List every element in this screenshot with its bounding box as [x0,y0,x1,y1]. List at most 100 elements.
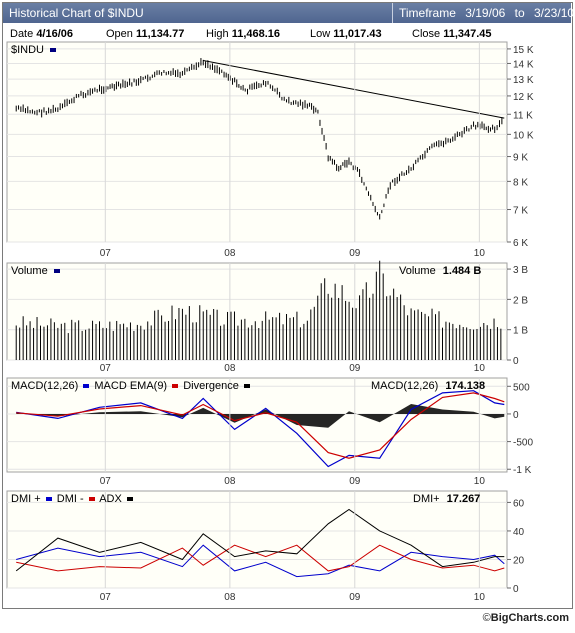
volume-x-axis: 07 08 09 10 [100,263,486,374]
macd-line [16,390,505,468]
dmi-x-axis: 07 08 09 10 [100,491,486,603]
x-tick-label: 09 [349,592,361,603]
y-tick-label: 12 K [513,92,534,103]
volume-y-axis: 0 1 B 2 B 3 B [507,265,528,367]
y-tick-label: 3 B [513,265,528,276]
chart-title: Historical Chart of $INDU [9,6,144,20]
x-tick-label: 07 [100,248,112,259]
x-tick-label: 09 [349,363,361,374]
dmi-y-axis: 0 20 40 60 [507,498,525,595]
macd-legend-label: MACD(12,26) [11,380,79,392]
info-open-label: Open [106,28,133,40]
macd-panel: -1 K -500 0 500 [6,377,533,476]
y-tick-label: 500 [513,382,530,393]
info-close-label: Close [412,28,441,40]
info-date-label: Date [10,28,34,40]
info-date: Date 4/16/06 [10,28,73,40]
y-tick-label: 0 [513,410,519,421]
volume-panel: 0 1 B 2 B 3 B [6,260,528,367]
volume-label: Volume [11,265,48,277]
price-symbol: $INDU [11,44,45,56]
macd-ema-line [16,392,505,459]
info-low: Low 11,017.43 [310,28,382,40]
y-tick-label: 13 K [513,75,534,86]
volume-grid [7,268,507,361]
x-tick-label: 08 [224,248,236,259]
y-tick-label: 10 K [513,130,534,141]
x-tick-label: 08 [224,476,236,487]
x-tick-label: 07 [100,476,112,487]
y-tick-label: 14 K [513,59,534,70]
footer: ©BigCharts.com [483,612,569,624]
timeframe-start: 3/19/06 [465,6,506,20]
dmi-plus-line [16,544,505,578]
copyright-symbol: © [482,612,491,624]
y-tick-label: 0 [513,356,519,367]
x-tick-label: 10 [474,363,486,374]
y-tick-label: 1 B [513,326,528,337]
info-date-value: 4/16/06 [36,28,74,40]
price-legend: $INDU [11,44,57,56]
adx-legend-label: ADX [99,493,122,505]
dmi-minus-legend-swatch [88,497,95,502]
volume-readout: Volume 1.484 B [399,265,481,277]
divergence-legend-label: Divergence [183,380,239,392]
x-tick-label: 08 [224,363,236,374]
price-y-axis: 6 K 7 K 8 K 9 K 10 K 11 K 12 K 13 K 14 K 15 K [507,45,534,249]
y-tick-label: 11 K [513,110,533,121]
info-high: High 11,468.16 [206,28,280,40]
ema-legend-label: MACD EMA(9) [94,380,168,392]
info-close-value: 11,347.45 [443,28,492,40]
price-x-axis: 07 08 09 10 [100,42,485,259]
y-tick-label: -500 [513,438,533,449]
divergence-legend-swatch [243,384,250,389]
macd-readout-label: MACD(12,26) [371,380,439,392]
dmi-plot-area [6,490,508,589]
price-grid [7,48,507,243]
y-tick-label: 40 [513,527,525,538]
dmi-plus-legend-swatch [45,497,52,502]
y-tick-label: 9 K [513,153,528,164]
x-tick-label: 09 [349,248,361,259]
timeframe-end: 3/23/10 [534,6,575,20]
trendline [203,59,505,119]
info-high-label: High [206,28,229,40]
info-close: Close 11,347.45 [412,28,492,40]
x-tick-label: 10 [474,592,486,603]
price-series [15,58,503,220]
volume-legend-swatch [53,269,60,274]
dmi-readout: DMI+ 17.267 [413,493,480,505]
title-bar: Historical Chart of $INDU Timeframe 3/19… [3,3,574,23]
y-tick-label: 6 K [513,238,528,249]
x-tick-label: 10 [474,476,486,487]
volume-plot-area [6,262,508,361]
dmi-panel: 0 20 40 60 [6,490,525,595]
brand-link[interactable]: BigCharts.com [490,612,569,624]
x-tick-label: 09 [349,476,361,487]
price-panel: 6 K 7 K 8 K 9 K 10 K 11 K 12 K 13 K 14 K 15 K [6,41,534,249]
macd-legend: MACD(12,26) MACD EMA(9) Divergence [11,380,250,392]
y-tick-label: 0 [513,584,519,595]
dmi-readout-value: 17.267 [446,493,481,505]
x-tick-label: 07 [100,592,112,603]
y-tick-label: 20 [513,555,525,566]
dmi-minus-legend-label: DMI - [56,493,84,505]
volume-legend: Volume [11,265,60,277]
volume-readout-label: Volume [399,265,436,277]
adx-legend-swatch [126,497,133,502]
dmi-legend: DMI + DMI - ADX [11,493,133,505]
macd-legend-swatch [83,384,90,389]
macd-readout-value: 174.138 [445,380,486,392]
timeframe-to: to [514,6,525,20]
timeframe: Timeframe 3/19/06 to 3/23/10 [399,6,575,20]
price-plot-area [6,41,508,243]
price-legend-swatch [50,48,57,53]
macd-plot-area [6,377,508,473]
info-low-value: 11,017.43 [333,28,382,40]
title-separator [392,3,393,23]
y-tick-label: 2 B [513,295,528,306]
adx-line [15,508,505,572]
y-tick-label: 15 K [513,45,534,56]
info-open: Open 11,134.77 [106,28,184,40]
timeframe-label: Timeframe [399,6,456,20]
